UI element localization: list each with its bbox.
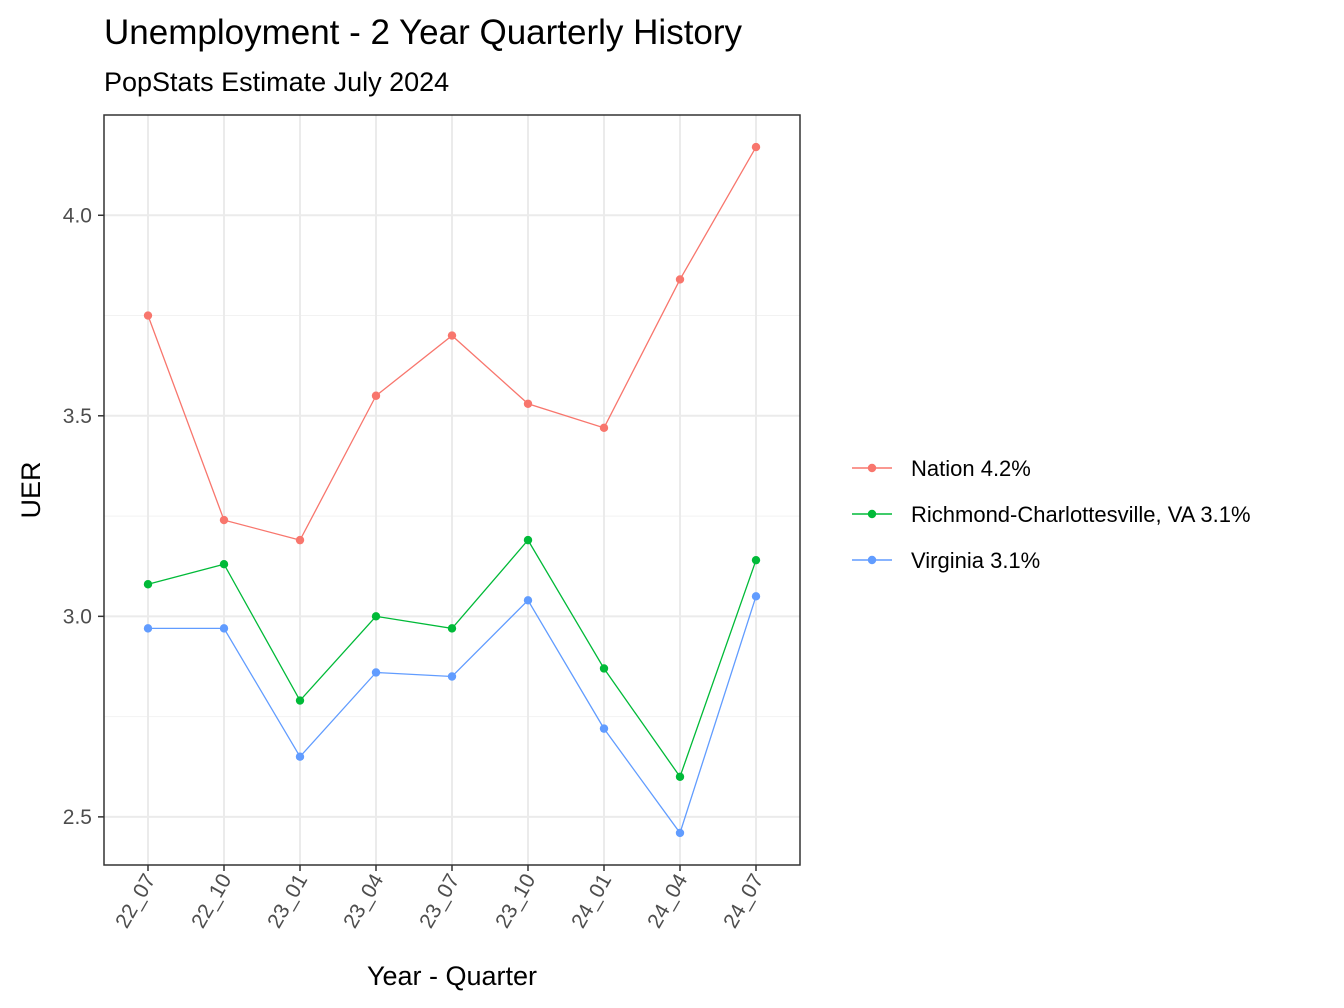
data-point <box>295 535 305 545</box>
x-tick-label: 24_04 <box>643 870 692 932</box>
legend-key-point <box>867 555 877 565</box>
x-tick-label: 22_07 <box>111 870 160 932</box>
series-2 <box>143 592 761 838</box>
y-tick-label: 3.5 <box>63 405 92 428</box>
y-axis-title: UER <box>16 461 46 518</box>
data-point <box>371 391 381 400</box>
legend-item: Nation 4.2% <box>852 456 1031 481</box>
series-layer <box>143 142 761 838</box>
y-tick-label: 2.5 <box>63 806 92 829</box>
legend-label: Virginia 3.1% <box>911 548 1040 573</box>
data-point <box>675 828 685 838</box>
series-0 <box>143 142 761 545</box>
legend-label: Richmond-Charlottesville, VA 3.1% <box>911 502 1251 527</box>
data-point <box>371 612 381 621</box>
data-point <box>447 624 457 633</box>
data-point <box>219 515 229 525</box>
data-point <box>219 624 229 633</box>
data-point <box>523 399 533 408</box>
data-point <box>447 672 457 681</box>
data-point <box>523 596 533 605</box>
legend-label: Nation 4.2% <box>911 456 1031 481</box>
legend-item: Richmond-Charlottesville, VA 3.1% <box>852 502 1251 527</box>
data-point <box>295 752 305 761</box>
legend-item: Virginia 3.1% <box>852 548 1040 573</box>
y-tick-label: 3.0 <box>63 605 92 628</box>
chart-subtitle: PopStats Estimate July 2024 <box>104 67 449 97</box>
data-point <box>751 555 761 565</box>
data-point <box>751 142 761 152</box>
data-point <box>599 664 609 673</box>
x-axis-title: Year - Quarter <box>367 961 537 991</box>
data-point <box>599 423 609 433</box>
x-tick-label: 22_10 <box>187 870 236 932</box>
data-point <box>675 275 685 284</box>
data-point <box>143 624 153 633</box>
x-tick-label: 23_10 <box>491 870 540 932</box>
x-tick-label: 23_07 <box>415 870 464 932</box>
data-point <box>371 668 381 677</box>
data-point <box>143 580 153 589</box>
data-point <box>143 311 153 320</box>
x-tick-label: 24_07 <box>719 870 768 932</box>
legend-key-point <box>867 463 877 473</box>
legend-key-point <box>867 509 877 519</box>
data-point <box>751 592 761 601</box>
data-point <box>219 559 229 569</box>
data-point <box>675 772 685 781</box>
grid <box>104 115 800 865</box>
data-point <box>523 535 533 545</box>
y-tick-label: 4.0 <box>63 204 92 227</box>
x-tick-label: 24_01 <box>567 870 616 932</box>
x-tick-label: 23_04 <box>339 870 388 932</box>
data-point <box>599 724 609 733</box>
x-tick-label: 23_01 <box>263 870 312 932</box>
data-point <box>295 696 305 705</box>
legend: Nation 4.2% Richmond-Charlottesville, VA … <box>852 456 1251 573</box>
data-point <box>447 331 457 340</box>
chart-title: Unemployment - 2 Year Quarterly History <box>104 13 743 52</box>
series-1 <box>143 535 761 781</box>
